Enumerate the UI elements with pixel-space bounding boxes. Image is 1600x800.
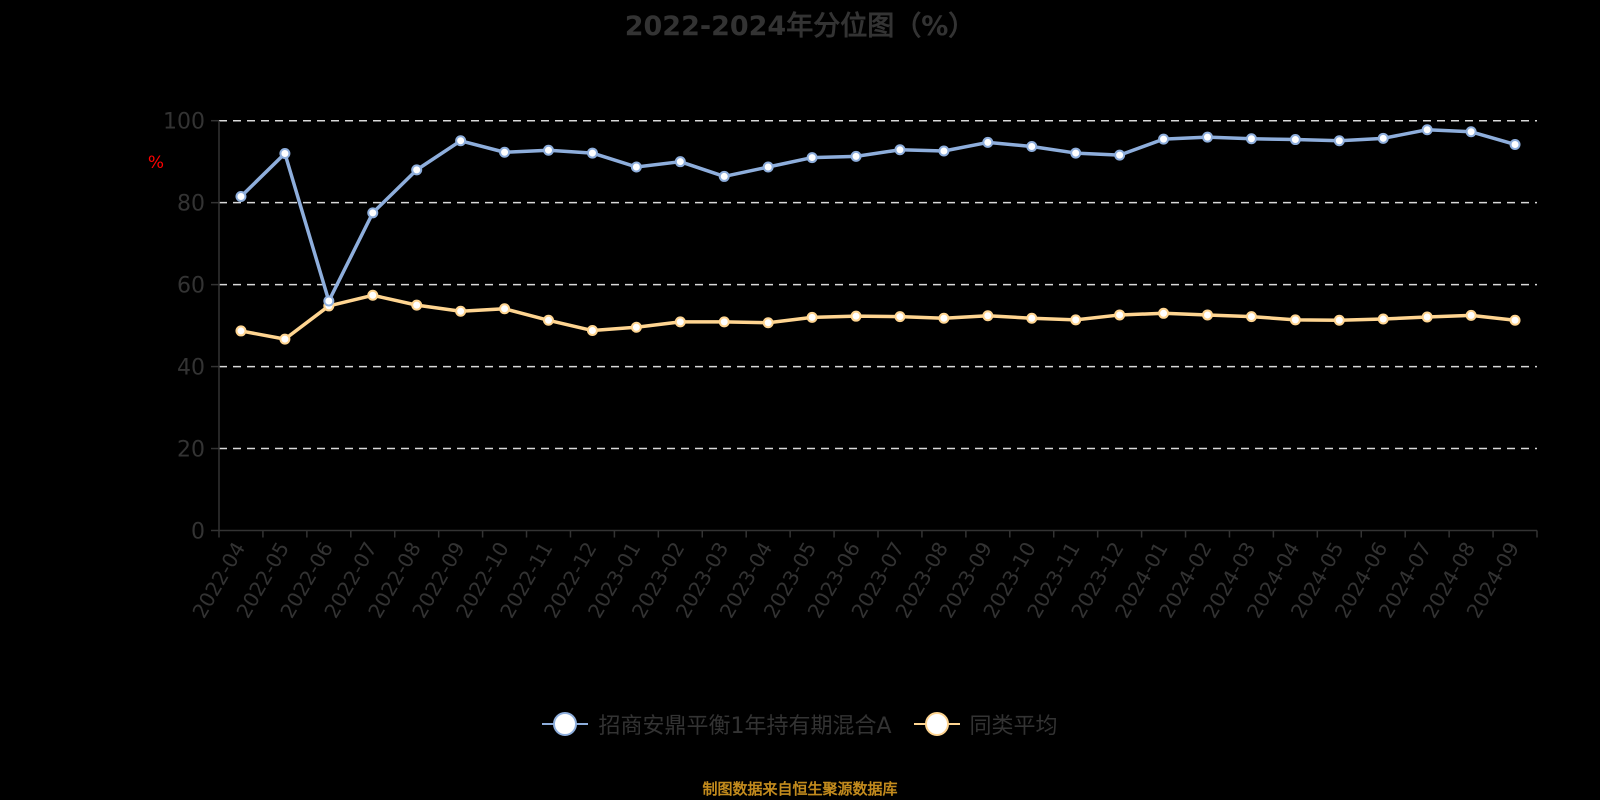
svg-text:20: 20: [177, 438, 205, 463]
legend-item-average[interactable]: 同类平均: [913, 708, 1058, 740]
series-lines: [235, 124, 1521, 345]
legend-label-fund: 招商安鼎平衡1年持有期混合A: [598, 714, 892, 739]
y-axis-ticks: 0 20 40 60 80 100: [163, 110, 219, 545]
line-chart: % 0 20 40 60 80 100 2022-042022-052022-062022…: [148, 110, 1538, 622]
x-axis-ticks: 2022-042022-052022-062022-072022-082022-…: [187, 530, 1538, 622]
chart-title: 2022-2024年分位图（%）: [624, 11, 976, 42]
legend-marker-average-icon: [913, 712, 960, 736]
svg-text:100: 100: [163, 110, 205, 135]
legend-marker-fund-icon: [542, 712, 589, 736]
svg-text:40: 40: [177, 356, 205, 381]
legend-label-average: 同类平均: [969, 714, 1058, 739]
legend: 招商安鼎平衡1年持有期混合A 同类平均: [0, 708, 1600, 740]
legend-item-fund[interactable]: 招商安鼎平衡1年持有期混合A: [542, 708, 892, 740]
svg-text:60: 60: [177, 274, 205, 299]
data-source-footer: 制图数据来自恒生聚源数据库: [702, 780, 898, 798]
svg-text:0: 0: [191, 520, 205, 545]
gridlines: [219, 119, 1537, 450]
svg-text:80: 80: [177, 192, 205, 217]
y-axis-label: %: [148, 153, 164, 173]
